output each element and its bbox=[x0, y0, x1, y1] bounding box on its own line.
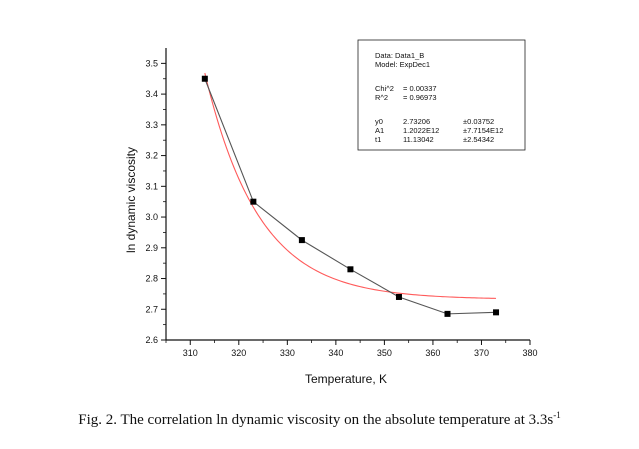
fit-param-value: 11.13042 bbox=[403, 135, 434, 144]
fit-curve-line bbox=[204, 72, 497, 299]
data-point-marker bbox=[493, 309, 500, 316]
fit-stat-label: R^2 bbox=[375, 93, 388, 102]
series-layer bbox=[201, 72, 500, 317]
y-tick-label: 3.2 bbox=[145, 151, 158, 161]
data-point-marker bbox=[298, 237, 305, 244]
fit-data-label: Data: Data1_B bbox=[375, 51, 424, 60]
x-tick-label: 350 bbox=[377, 348, 392, 358]
x-tick-label: 330 bbox=[280, 348, 295, 358]
figure-caption: Fig. 2. The correlation ln dynamic visco… bbox=[0, 410, 639, 429]
fit-stat-label: Chi^2 bbox=[375, 84, 394, 93]
y-tick-label: 3.5 bbox=[145, 58, 158, 68]
data-point-marker bbox=[395, 293, 402, 300]
data-point-marker bbox=[250, 198, 257, 205]
fit-results-frame bbox=[357, 39, 526, 151]
x-tick-label: 340 bbox=[328, 348, 343, 358]
data-point-marker bbox=[347, 266, 354, 273]
fit-param-error: ±7.7154E12 bbox=[463, 126, 503, 135]
fit-stat-value: = 0.00337 bbox=[403, 84, 437, 93]
fit-model-label: Model: ExpDec1 bbox=[375, 60, 430, 69]
fit-param-value: 2.73206 bbox=[403, 117, 430, 126]
data-point-marker bbox=[444, 310, 451, 317]
x-axis-title: Temperature, K bbox=[305, 372, 387, 386]
y-tick-label: 2.9 bbox=[145, 243, 158, 253]
fit-param-error: ±2.54342 bbox=[463, 135, 494, 144]
y-tick-label: 3.0 bbox=[145, 212, 158, 222]
y-tick-label: 3.1 bbox=[145, 181, 158, 191]
axes bbox=[165, 48, 530, 341]
fit-param-value: 1.2022E12 bbox=[403, 126, 439, 135]
x-tick-label: 320 bbox=[231, 348, 246, 358]
y-tick-label: 2.7 bbox=[145, 304, 158, 314]
x-tick-label: 370 bbox=[474, 348, 489, 358]
x-tick-label: 310 bbox=[183, 348, 198, 358]
fit-stat-value: = 0.96973 bbox=[403, 93, 437, 102]
fit-param-name: A1 bbox=[375, 126, 384, 135]
x-tick-label: 360 bbox=[425, 348, 440, 358]
fit-results-box: Data: Data1_B Model: ExpDec1 Chi^2 = 0.0… bbox=[357, 39, 526, 151]
caption-superscript: -1 bbox=[553, 410, 561, 420]
y-tick-label: 3.4 bbox=[145, 89, 158, 99]
y-axis-ticks: 2.6 2.7 2.8 2.9 3.0 3.1 3.2 3.3 3.4 3.5 bbox=[145, 58, 166, 345]
y-axis-title: ln dynamic viscosity bbox=[124, 147, 138, 253]
caption-text: Fig. 2. The correlation ln dynamic visco… bbox=[78, 412, 554, 428]
data-point-marker bbox=[201, 75, 208, 82]
y-tick-label: 2.6 bbox=[145, 335, 158, 345]
fit-param-name: y0 bbox=[375, 117, 383, 126]
x-tick-label: 380 bbox=[522, 348, 537, 358]
fit-param-name: t1 bbox=[375, 135, 381, 144]
x-axis-ticks: 310 320 330 340 350 360 370 380 bbox=[165, 340, 538, 358]
y-tick-label: 2.8 bbox=[145, 274, 158, 284]
fit-param-error: ±0.03752 bbox=[463, 117, 494, 126]
y-tick-label: 3.3 bbox=[145, 120, 158, 130]
